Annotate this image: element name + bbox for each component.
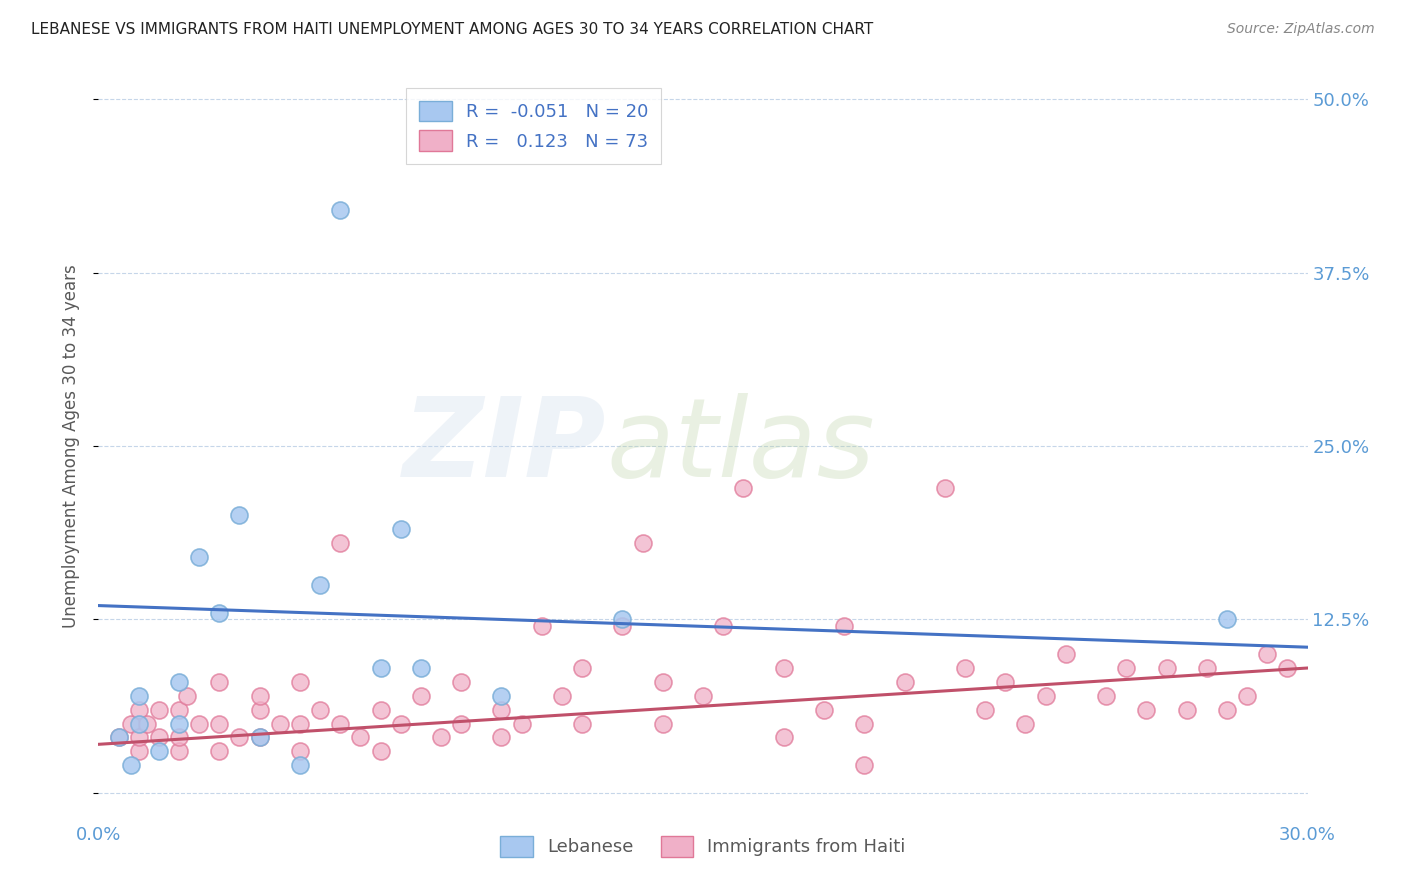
Point xyxy=(370,661,392,675)
Point xyxy=(389,522,412,536)
Point xyxy=(491,689,513,703)
Point xyxy=(1256,647,1278,661)
Point xyxy=(208,606,231,620)
Point xyxy=(269,716,291,731)
Point xyxy=(853,758,876,772)
Point xyxy=(249,731,271,745)
Point xyxy=(208,716,231,731)
Point xyxy=(167,674,190,689)
Point xyxy=(167,703,190,717)
Point xyxy=(409,661,432,675)
Y-axis label: Unemployment Among Ages 30 to 34 years: Unemployment Among Ages 30 to 34 years xyxy=(62,264,80,628)
Point xyxy=(1035,689,1057,703)
Point xyxy=(692,689,714,703)
Point xyxy=(733,481,755,495)
Point xyxy=(188,716,211,731)
Point xyxy=(309,703,332,717)
Point xyxy=(349,731,371,745)
Point xyxy=(612,619,634,633)
Point xyxy=(551,689,574,703)
Point xyxy=(208,674,231,689)
Point xyxy=(176,689,198,703)
Point xyxy=(450,674,472,689)
Point xyxy=(953,661,976,675)
Point xyxy=(612,612,634,626)
Point xyxy=(1095,689,1118,703)
Text: Source: ZipAtlas.com: Source: ZipAtlas.com xyxy=(1227,22,1375,37)
Point xyxy=(510,716,533,731)
Point xyxy=(934,481,956,495)
Point xyxy=(107,731,129,745)
Point xyxy=(135,716,157,731)
Point xyxy=(128,731,150,745)
Point xyxy=(228,508,250,523)
Point xyxy=(1216,703,1239,717)
Point xyxy=(1156,661,1178,675)
Point xyxy=(128,744,150,758)
Point xyxy=(288,758,311,772)
Text: ZIP: ZIP xyxy=(402,392,606,500)
Point xyxy=(530,619,553,633)
Point xyxy=(711,619,734,633)
Point xyxy=(1135,703,1157,717)
Point xyxy=(772,731,794,745)
Point xyxy=(389,716,412,731)
Point xyxy=(370,703,392,717)
Point xyxy=(228,731,250,745)
Point xyxy=(167,731,190,745)
Point xyxy=(1175,703,1198,717)
Point xyxy=(491,703,513,717)
Point xyxy=(853,716,876,731)
Point xyxy=(107,731,129,745)
Point xyxy=(120,716,142,731)
Point xyxy=(571,716,593,731)
Point xyxy=(309,578,332,592)
Point xyxy=(370,744,392,758)
Point xyxy=(1115,661,1137,675)
Point xyxy=(329,536,352,550)
Point xyxy=(128,689,150,703)
Point xyxy=(772,661,794,675)
Point xyxy=(208,744,231,758)
Point xyxy=(974,703,997,717)
Point xyxy=(651,674,673,689)
Point xyxy=(813,703,835,717)
Text: atlas: atlas xyxy=(606,392,875,500)
Point xyxy=(631,536,654,550)
Text: LEBANESE VS IMMIGRANTS FROM HAITI UNEMPLOYMENT AMONG AGES 30 TO 34 YEARS CORRELA: LEBANESE VS IMMIGRANTS FROM HAITI UNEMPL… xyxy=(31,22,873,37)
Point xyxy=(329,716,352,731)
Point xyxy=(188,549,211,564)
Point xyxy=(288,716,311,731)
Point xyxy=(148,703,170,717)
Point xyxy=(128,716,150,731)
Point xyxy=(167,716,190,731)
Point xyxy=(1277,661,1299,675)
Point xyxy=(994,674,1017,689)
Point xyxy=(571,661,593,675)
Point xyxy=(409,689,432,703)
Point xyxy=(288,674,311,689)
Point xyxy=(120,758,142,772)
Point xyxy=(288,744,311,758)
Point xyxy=(430,731,453,745)
Point xyxy=(1216,612,1239,626)
Point xyxy=(893,674,915,689)
Legend: Lebanese, Immigrants from Haiti: Lebanese, Immigrants from Haiti xyxy=(494,829,912,864)
Point xyxy=(1195,661,1218,675)
Point xyxy=(651,716,673,731)
Point xyxy=(1014,716,1036,731)
Point xyxy=(491,731,513,745)
Point xyxy=(1054,647,1077,661)
Point xyxy=(249,731,271,745)
Point xyxy=(128,703,150,717)
Point xyxy=(450,716,472,731)
Point xyxy=(329,203,352,218)
Point xyxy=(249,703,271,717)
Point xyxy=(832,619,855,633)
Point xyxy=(148,744,170,758)
Point xyxy=(148,731,170,745)
Point xyxy=(1236,689,1258,703)
Point xyxy=(167,744,190,758)
Point xyxy=(249,689,271,703)
